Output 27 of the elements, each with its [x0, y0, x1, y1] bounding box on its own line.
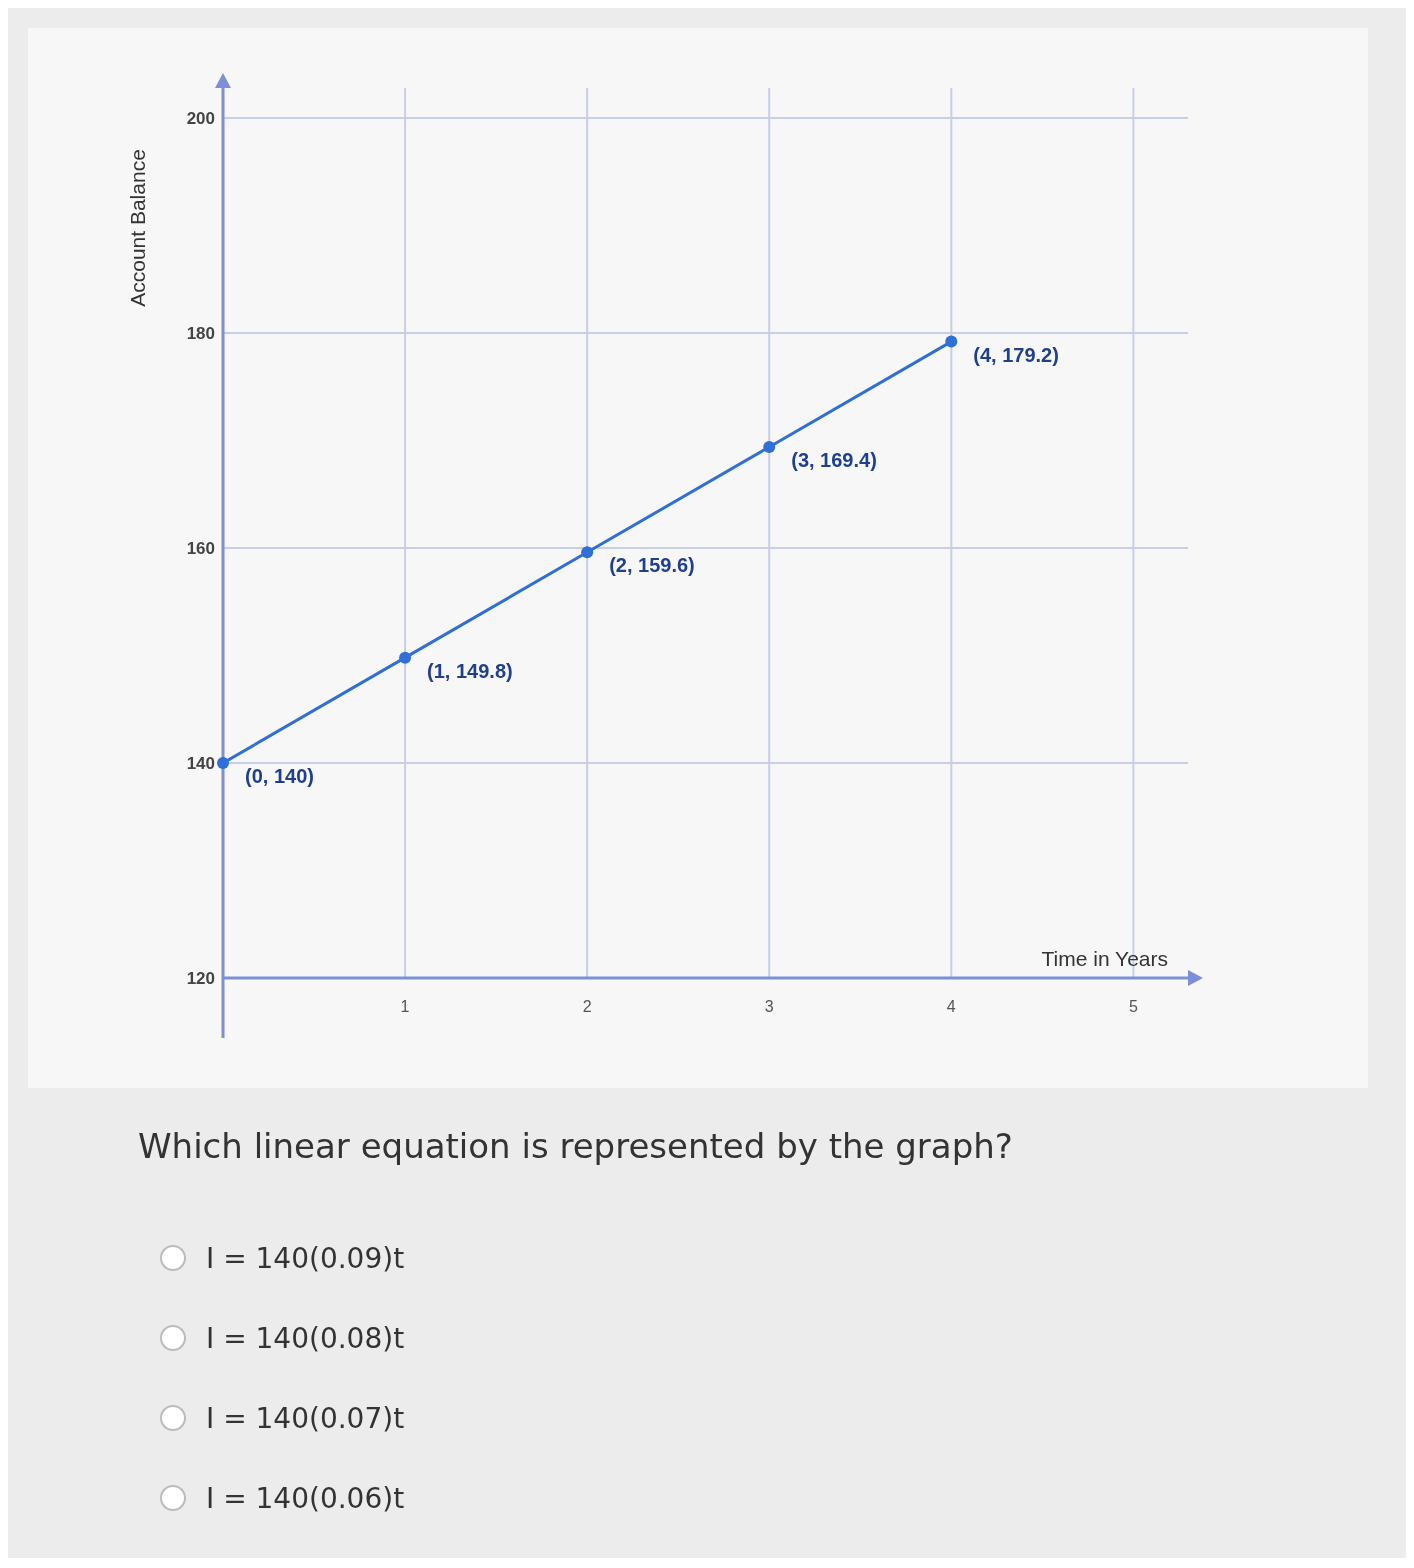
x-tick-label: 3: [764, 998, 774, 1015]
text: Which linear equation is represented by the graph?: [138, 1126, 1013, 1166]
text: I = 140(0.09)t: [206, 1242, 405, 1275]
text: I = 140(0.08)t: [206, 1322, 405, 1355]
y-tick-label: 200: [186, 109, 215, 128]
x-tick-label: 5: [1128, 998, 1138, 1015]
text: I = 140(0.06)t: [206, 1482, 405, 1515]
point: [217, 757, 229, 769]
x-tick-label: 4: [946, 998, 956, 1015]
x-tick-label: 2: [582, 998, 592, 1015]
point: [399, 651, 412, 664]
text: I = 140(0.07)t: [206, 1402, 405, 1435]
data-label: (0, 140): [245, 765, 314, 787]
point: [763, 440, 776, 453]
data-label: (3, 169.4): [791, 448, 877, 471]
data-label: (2, 159.6): [609, 554, 695, 577]
point: [581, 546, 594, 559]
y-tick-label: 160: [186, 539, 215, 558]
x-tick-label: 1: [400, 998, 410, 1015]
y-tick-label: 180: [186, 324, 215, 343]
y-axis-title: Account Balance: [126, 149, 149, 307]
data-label: (1, 149.8): [427, 659, 513, 682]
data-label: (4, 179.2): [973, 343, 1059, 366]
x-axis-title: Time in Years: [1041, 947, 1168, 970]
y-tick-label: 120: [186, 969, 215, 988]
point: [945, 335, 958, 348]
y-tick-label: 140: [186, 754, 215, 773]
